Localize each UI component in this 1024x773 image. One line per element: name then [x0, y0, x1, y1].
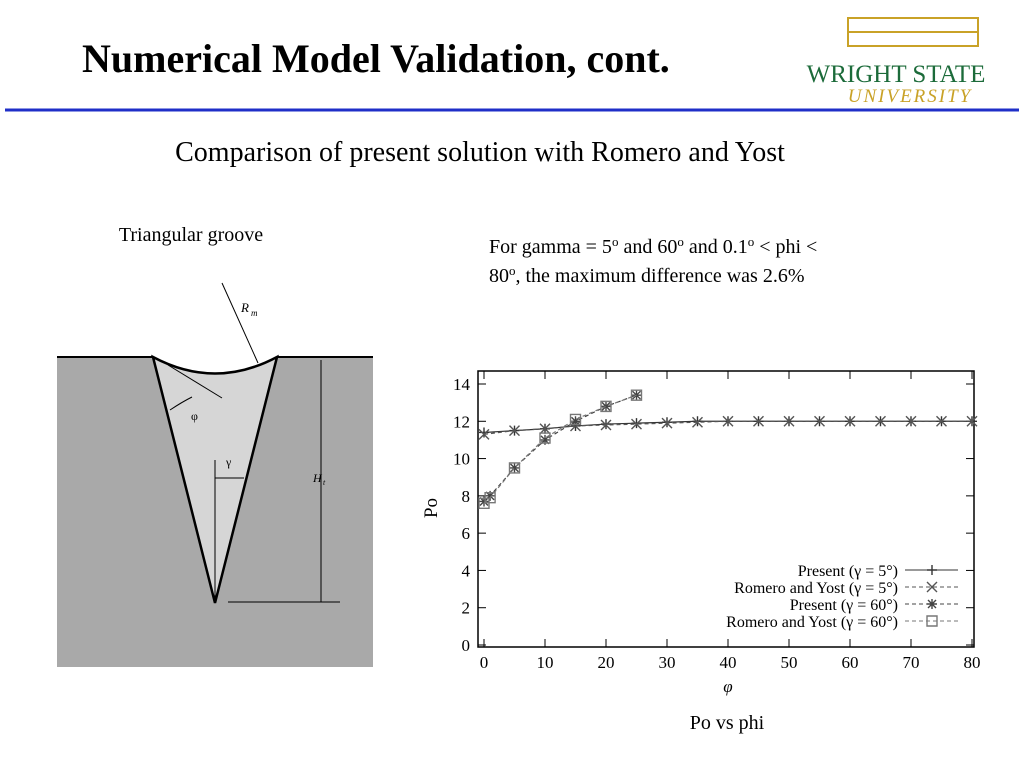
label-phi: φ [191, 409, 198, 423]
plot-frame [477, 370, 975, 648]
y-tick-label: 8 [462, 487, 471, 506]
x-tick-label: 10 [537, 653, 554, 672]
label-r: R [240, 300, 249, 315]
marker [479, 427, 489, 438]
marker [509, 425, 520, 437]
x-tick-label: 60 [842, 653, 859, 672]
marker [539, 423, 551, 435]
y-tick-label: 14 [453, 375, 471, 394]
logo-bottom: UNIVERSITY [848, 86, 973, 107]
x-tick-label: 30 [659, 653, 676, 672]
marker [753, 415, 764, 427]
marker [540, 434, 550, 445]
y-tick-label: 0 [462, 636, 471, 655]
label-m: m [251, 308, 258, 318]
marker [569, 413, 582, 426]
marker [630, 389, 643, 401]
diagram-caption: Triangular groove [119, 224, 263, 246]
marker [875, 415, 886, 427]
marker [508, 462, 521, 474]
marker [600, 400, 612, 413]
note-superscript: o [677, 234, 684, 249]
label-gamma: γ [225, 455, 232, 469]
logo-top: WRIGHT STATE [807, 61, 986, 88]
chart-caption: Po vs phi [690, 712, 765, 734]
marker [692, 416, 703, 428]
note-text: and 60 [618, 236, 677, 258]
note-text: For gamma = 5 [489, 236, 612, 258]
subtitle: Comparison of present solution with Rome… [175, 137, 785, 168]
marker [631, 418, 642, 430]
x-tick-label: 70 [903, 653, 920, 672]
note-text: , the maximum difference was 2.6% [516, 265, 805, 287]
series-line [483, 420, 972, 435]
x-tick-label: 0 [480, 653, 489, 672]
note: For gamma = 5o and 60o and 0.1o < phi < [489, 234, 817, 258]
marker [936, 415, 947, 427]
marker [905, 415, 917, 427]
series-line [483, 394, 637, 504]
groove-diagram: R m φ γ H t [57, 282, 373, 667]
marker [600, 419, 612, 431]
marker [814, 415, 825, 427]
legend-label: Romero and Yost (γ = 60°) [726, 614, 898, 631]
x-tick-label: 50 [781, 653, 798, 672]
marker [927, 565, 937, 575]
note-text: and 0.1 [684, 236, 748, 258]
marker [509, 462, 520, 473]
label-h: H [312, 471, 323, 485]
plot-background [408, 355, 1024, 695]
label-t: t [323, 478, 326, 487]
tangent-line [167, 364, 223, 399]
note: 80o, the maximum difference was 2.6% [489, 263, 804, 287]
marker [661, 417, 673, 429]
radius-line [221, 282, 259, 364]
marker [570, 416, 581, 427]
marker [478, 428, 490, 440]
logo: WRIGHT STATE UNIVERSITY [807, 17, 986, 107]
marker [539, 432, 551, 444]
y-tick-label: 6 [462, 524, 471, 543]
note-text: < phi < [754, 236, 817, 258]
note-superscript: o [509, 263, 516, 278]
x-tick-label: 80 [964, 653, 981, 672]
marker [966, 415, 978, 427]
marker [927, 599, 937, 609]
note-text: 80 [489, 265, 509, 287]
marker [844, 415, 856, 427]
note-superscript: o [612, 234, 619, 249]
phi-arc [169, 396, 193, 411]
x-tick-label: 40 [720, 653, 737, 672]
y-tick-label: 2 [462, 599, 471, 618]
marker [722, 415, 734, 427]
x-axis-label: φ [723, 677, 732, 696]
marker [926, 581, 938, 593]
title: Numerical Model Validation, cont. [82, 36, 670, 81]
note-superscript: o [748, 234, 755, 249]
y-tick-label: 4 [462, 561, 471, 580]
y-tick-label: 10 [453, 450, 470, 469]
legend-label: Romero and Yost (γ = 5°) [734, 580, 898, 597]
chart: 0 2 4 6 8 10 12 14 0 10 20 30 40 50 60 70 80 φ Po Present (… [408, 355, 1024, 696]
marker [479, 496, 489, 507]
x-tick-label: 20 [598, 653, 615, 672]
marker [484, 492, 496, 504]
y-tick-label: 12 [453, 412, 470, 431]
marker [601, 401, 611, 412]
marker [926, 615, 938, 627]
legend-label: Present (γ = 5°) [798, 563, 898, 580]
legend-label: Present (γ = 60°) [790, 597, 898, 614]
marker [783, 415, 795, 427]
marker [485, 490, 496, 501]
y-axis-label: Po [421, 498, 442, 518]
